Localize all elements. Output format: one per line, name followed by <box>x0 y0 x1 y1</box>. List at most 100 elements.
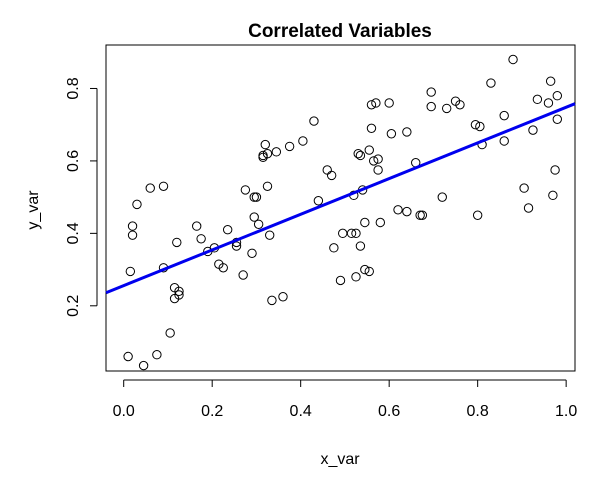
data-point <box>125 266 136 277</box>
data-point <box>158 181 169 191</box>
data-point <box>326 170 337 181</box>
plot-frame <box>105 44 576 372</box>
x-tick-label: 1.0 <box>555 403 577 420</box>
data-point <box>552 114 563 124</box>
data-point <box>260 139 270 150</box>
data-point <box>238 270 248 280</box>
data-point <box>375 217 386 228</box>
data-point <box>552 91 563 101</box>
data-point <box>528 125 538 135</box>
data-point <box>313 196 324 206</box>
data-point <box>258 150 268 161</box>
data-point <box>373 165 383 175</box>
data-point <box>364 145 374 155</box>
data-point <box>455 100 465 110</box>
data-point <box>218 263 228 273</box>
data-point <box>532 94 543 105</box>
data-point <box>368 156 379 166</box>
data-point <box>271 147 282 157</box>
data-point <box>472 210 483 220</box>
data-point <box>426 87 436 97</box>
data-point <box>351 228 361 239</box>
y-tick-label: 0.2 <box>65 295 82 317</box>
data-point <box>508 54 518 65</box>
data-point <box>165 328 175 338</box>
chart-title: Correlated Variables <box>248 21 432 42</box>
data-point <box>309 116 319 126</box>
data-point <box>249 212 259 222</box>
data-point <box>253 219 264 230</box>
data-point <box>499 136 509 146</box>
data-point <box>267 295 277 306</box>
data-point <box>127 230 138 240</box>
data-point <box>351 272 361 282</box>
data-point <box>262 148 273 159</box>
x-axis-label: x_var <box>320 451 360 468</box>
data-point <box>265 230 275 240</box>
data-point <box>550 165 560 175</box>
data-point <box>284 141 295 152</box>
data-point <box>548 190 558 201</box>
data-point <box>196 234 206 244</box>
data-point <box>152 350 162 360</box>
data-point <box>335 275 346 286</box>
y-tick-label: 0.8 <box>65 77 82 99</box>
data-point <box>543 98 554 108</box>
data-point <box>486 78 496 88</box>
data-point <box>545 76 556 86</box>
data-point <box>373 154 383 164</box>
data-point <box>278 292 288 302</box>
x-axis: 0.0 0.2 0.4 0.6 0.8 1.0 <box>113 379 577 420</box>
data-point <box>393 205 403 215</box>
data-point <box>523 203 534 213</box>
data-point <box>123 351 133 362</box>
data-point <box>249 192 259 202</box>
x-tick-label: 0.2 <box>201 403 223 420</box>
data-point <box>499 110 509 121</box>
x-tick-label: 0.4 <box>290 403 312 420</box>
y-axis: 0.2 0.4 0.6 0.8 <box>65 77 98 317</box>
data-point <box>402 127 412 137</box>
data-point <box>172 237 182 248</box>
data-point <box>371 98 381 108</box>
data-point <box>240 185 251 195</box>
data-point <box>132 199 142 210</box>
data-point <box>364 266 374 277</box>
data-point <box>145 183 155 193</box>
data-point <box>366 100 377 110</box>
data-point <box>415 210 425 220</box>
data-point <box>360 217 370 228</box>
data-point <box>417 210 428 220</box>
data-point <box>360 264 370 275</box>
data-point <box>247 248 257 258</box>
data-point <box>386 129 397 139</box>
data-point <box>353 148 363 159</box>
data-point <box>138 360 149 371</box>
data-point <box>470 119 481 130</box>
data-point <box>174 290 184 300</box>
data-point <box>366 123 377 134</box>
data-point <box>298 136 308 146</box>
y-tick-label: 0.4 <box>65 222 82 244</box>
data-point <box>426 101 436 112</box>
data-point <box>384 98 394 108</box>
data-point <box>174 286 184 297</box>
data-point <box>355 241 366 251</box>
data-point <box>231 241 242 251</box>
data-point <box>441 103 452 114</box>
data-point <box>262 181 273 191</box>
data-point <box>437 192 447 202</box>
data-point <box>222 225 233 235</box>
x-tick-label: 0.6 <box>378 403 400 420</box>
data-point <box>519 183 529 193</box>
y-axis-label: y_var <box>25 190 42 230</box>
x-tick-label: 0.0 <box>113 403 135 420</box>
y-tick-label: 0.6 <box>65 150 82 172</box>
data-point <box>329 243 339 253</box>
data-point <box>251 192 262 202</box>
data-point <box>127 221 138 231</box>
x-tick-label: 0.8 <box>467 403 489 420</box>
